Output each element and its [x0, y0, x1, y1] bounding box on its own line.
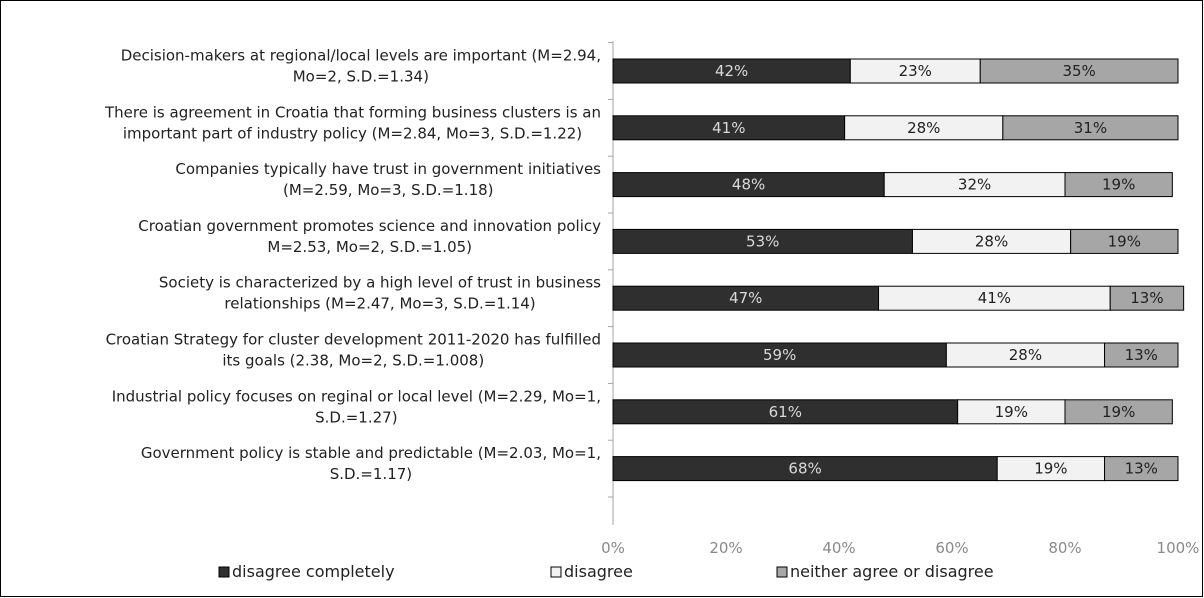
- data-label: 35%: [1062, 62, 1095, 80]
- bar-segment: [1064, 399, 1173, 425]
- data-label: 61%: [769, 403, 802, 421]
- x-tick-label: 0%: [601, 539, 625, 557]
- legend-swatch: [550, 566, 562, 578]
- bar-segment: [1064, 172, 1173, 198]
- category-label: Croatian government promotes science and…: [138, 217, 601, 235]
- data-label: 41%: [978, 289, 1011, 307]
- bar-segment: [996, 456, 1106, 482]
- bar-segment: [1109, 285, 1185, 311]
- legend-swatch: [218, 566, 230, 578]
- category-label: Companies typically have trust in govern…: [175, 160, 601, 178]
- data-label: 47%: [729, 289, 762, 307]
- bar-segment: [957, 399, 1066, 425]
- data-label: 19%: [1034, 460, 1067, 478]
- category-label: Industrial policy focuses on reginal or …: [112, 387, 601, 405]
- bar-segment: [1070, 228, 1179, 254]
- category-label: S.D.=1.27): [315, 408, 397, 426]
- data-label: 13%: [1125, 460, 1158, 478]
- data-label: 32%: [958, 176, 991, 194]
- data-label: 42%: [715, 62, 748, 80]
- data-label: 19%: [995, 403, 1028, 421]
- x-tick-label: 20%: [709, 539, 742, 557]
- category-label: M=2.53, Mo=2, S.D.=1.05): [267, 238, 472, 256]
- bar-segment: [849, 58, 981, 84]
- legend-label: neither agree or disagree: [790, 562, 994, 581]
- category-label: There is agreement in Croatia that formi…: [104, 103, 601, 121]
- data-label: 19%: [1102, 176, 1135, 194]
- category-label: Government policy is stable and predicta…: [141, 444, 601, 462]
- category-label: relationships (M=2.47, Mo=3, S.D.=1.14): [224, 295, 535, 313]
- data-label: 28%: [907, 119, 940, 137]
- x-tick-label: 100%: [1157, 539, 1200, 557]
- bar-segment: [945, 342, 1106, 368]
- bar-segment: [612, 342, 947, 368]
- bar-segment: [612, 399, 959, 425]
- data-label: 59%: [763, 346, 796, 364]
- category-label: Mo=2, S.D.=1.34): [293, 68, 429, 86]
- data-label: 53%: [746, 232, 779, 250]
- data-label: 13%: [1130, 289, 1163, 307]
- data-label: 48%: [732, 176, 765, 194]
- data-label: 19%: [1102, 403, 1135, 421]
- data-label: 28%: [1009, 346, 1042, 364]
- category-labels: Decision-makers at regional/local levels…: [104, 47, 601, 484]
- bar-segment: [612, 456, 998, 482]
- category-label: its goals (2.38, Mo=2, S.D.=1.008): [222, 352, 484, 370]
- bar-segment: [612, 285, 880, 311]
- x-tick-label: 80%: [1048, 539, 1081, 557]
- category-label: Croatian Strategy for cluster developmen…: [106, 331, 601, 349]
- bar-segment: [1104, 456, 1179, 482]
- data-label: 23%: [899, 62, 932, 80]
- bar-segment: [612, 58, 851, 84]
- bar-segment: [1104, 342, 1179, 368]
- category-label: S.D.=1.17): [330, 465, 412, 483]
- x-tick-label: 60%: [935, 539, 968, 557]
- category-label: important part of industry policy (M=2.8…: [123, 124, 582, 142]
- data-label: 41%: [712, 119, 745, 137]
- legend: disagree completely disagree neither agree…: [218, 562, 994, 581]
- bar-segment: [979, 58, 1179, 84]
- data-label: 28%: [975, 232, 1008, 250]
- axes: 0% 20% 40% 60% 80% 100%: [601, 41, 1199, 557]
- bar-segment: [911, 228, 1072, 254]
- legend-label: disagree completely: [232, 562, 395, 581]
- category-label: (M=2.59, Mo=3, S.D.=1.18): [283, 181, 494, 199]
- legend-swatch: [776, 566, 788, 578]
- bar-segment: [1002, 115, 1179, 141]
- data-label: 13%: [1125, 346, 1158, 364]
- category-label: Society is characterized by a high level…: [159, 274, 601, 292]
- data-label: 31%: [1074, 119, 1107, 137]
- bars: 42% 23% 35% 41% 28% 31% 48% 32% 19% 53% 28% 19% 47% 4…: [612, 58, 1185, 482]
- bar-segment: [883, 172, 1066, 198]
- data-label: 68%: [788, 460, 821, 478]
- bar-segment: [612, 228, 913, 254]
- x-tick-label: 40%: [822, 539, 855, 557]
- data-label: 19%: [1108, 232, 1141, 250]
- legend-label: disagree: [564, 562, 633, 581]
- bar-segment: [878, 285, 1111, 311]
- category-label: Decision-makers at regional/local levels…: [121, 47, 601, 65]
